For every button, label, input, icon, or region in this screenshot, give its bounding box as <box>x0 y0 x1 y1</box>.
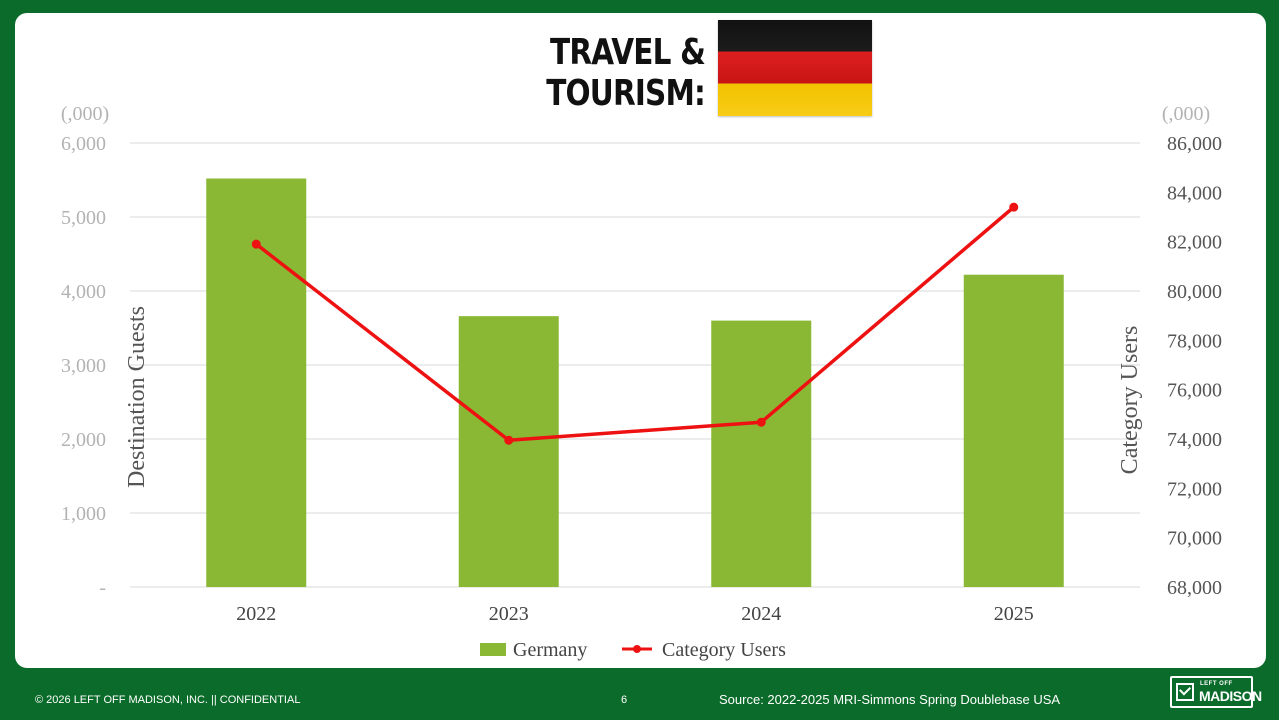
footer-source: Source: 2022-2025 MRI-Simmons Spring Dou… <box>719 692 1061 707</box>
line-series <box>251 202 1019 445</box>
right-axis-tick-label: 74,000 <box>1167 429 1222 451</box>
bar-germany-2025 <box>963 274 1064 587</box>
bar-germany-2024 <box>711 320 812 587</box>
right-axis-tick-label: 70,000 <box>1167 528 1222 550</box>
bar-series <box>206 178 1064 587</box>
right-axis-tick-label: 72,000 <box>1167 478 1222 500</box>
category-users-line <box>255 205 1015 442</box>
footer-page-number: 6 <box>621 694 628 706</box>
logo-text-bottom: MADISON <box>1199 688 1262 704</box>
slide-title: TRAVEL & TOURISM: <box>546 32 706 114</box>
right-axis-ticks: 68,000 70,000 72,000 74,000 76,000 78,000 80,0… <box>1167 133 1222 599</box>
right-axis-tick-label: 86,000 <box>1167 133 1222 155</box>
legend-swatch-germany <box>480 643 506 656</box>
right-axis-tick-label: 68,000 <box>1167 577 1222 599</box>
bar-germany-2023 <box>458 316 559 587</box>
legend-label-category-users: Category Users <box>662 639 786 661</box>
right-axis-tick-label: 80,000 <box>1167 281 1222 303</box>
logo-text-top: LEFT OFF <box>1200 681 1233 687</box>
legend-swatch-marker <box>633 645 641 653</box>
category-users-point-2024 <box>756 417 766 427</box>
category-users-point-2022 <box>251 239 261 249</box>
left-axis-ticks: - 1,000 2,000 3,000 4,000 5,000 6,000 <box>61 133 106 599</box>
right-axis-title: Category Users <box>1117 326 1143 475</box>
left-off-madison-logo: LEFT OFF MADISON <box>1170 676 1262 708</box>
left-axis-tick-label: 1,000 <box>61 503 106 525</box>
left-axis-title: Destination Guests <box>124 306 150 488</box>
x-axis-tick-label: 2024 <box>741 603 781 625</box>
left-axis-tick-label: 4,000 <box>61 281 106 303</box>
x-axis-tick-label: 2023 <box>489 603 529 625</box>
chart-legend: Germany Category Users <box>480 639 786 661</box>
footer-copyright: © 2026 LEFT OFF MADISON, INC. || CONFIDE… <box>35 694 301 706</box>
right-axis-tick-label: 76,000 <box>1167 380 1222 402</box>
right-axis-tick-label: 82,000 <box>1167 232 1222 254</box>
left-axis-tick-label: 5,000 <box>61 207 106 229</box>
right-axis-tick-label: 84,000 <box>1167 182 1222 204</box>
right-axis-unit: (,000) <box>1162 103 1210 125</box>
germany-flag-icon <box>718 20 872 116</box>
left-axis-unit: (,000) <box>61 103 109 125</box>
legend-label-germany: Germany <box>513 639 587 661</box>
x-axis-tick-label: 2022 <box>236 603 276 625</box>
left-axis-tick-label: 3,000 <box>61 355 106 377</box>
category-users-point-2025 <box>1009 202 1019 212</box>
right-axis-tick-label: 78,000 <box>1167 330 1222 352</box>
left-axis-tick-label: - <box>99 577 106 599</box>
x-axis-tick-label: 2025 <box>994 603 1034 625</box>
left-axis-tick-label: 2,000 <box>61 429 106 451</box>
x-axis-ticks: 2022 2023 2024 2025 <box>236 603 1034 625</box>
left-axis-tick-label: 6,000 <box>61 133 106 155</box>
category-users-point-2023 <box>504 435 514 445</box>
logo-check-icon <box>1176 683 1194 701</box>
